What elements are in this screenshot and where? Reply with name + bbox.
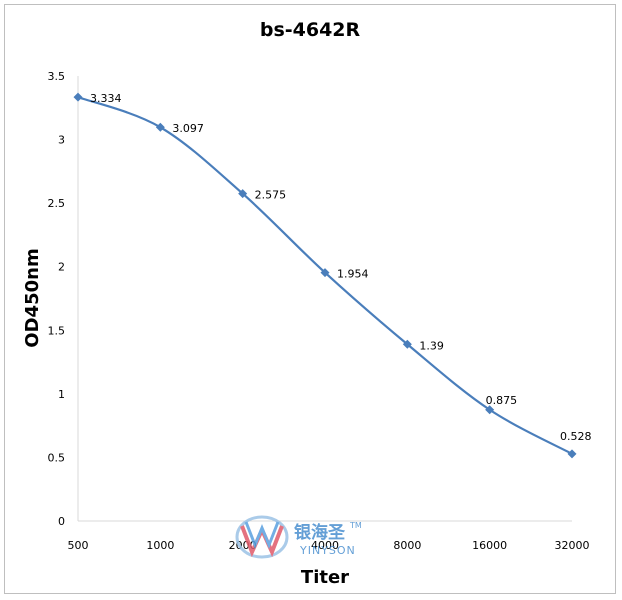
x-tick-label: 8000 <box>393 539 421 552</box>
y-tick-label: 2.5 <box>48 197 66 210</box>
data-label: 2.575 <box>255 189 287 202</box>
data-point-marker <box>320 268 330 278</box>
data-point-marker <box>402 339 412 349</box>
y-tick-label: 0.5 <box>48 451 66 464</box>
x-tick-label: 32000 <box>555 539 590 552</box>
watermark-chinese-text: 银海圣 <box>294 522 346 543</box>
data-label: 3.097 <box>172 122 204 135</box>
x-tick-label: 1000 <box>146 539 174 552</box>
chart-title: bs-4642R <box>260 19 361 41</box>
data-label: 3.334 <box>90 92 122 105</box>
data-label: 0.875 <box>486 394 517 407</box>
y-axis-title: OD450nm <box>22 248 43 347</box>
watermark-trademark: TM <box>349 521 362 530</box>
y-tick-labels: 0 0.5 1 1.5 2 2.5 3 3.5 <box>48 70 66 528</box>
x-tick-label: 16000 <box>472 539 507 552</box>
data-label: 1.39 <box>419 339 444 352</box>
x-tick-label: 4000 <box>311 539 339 552</box>
x-axis-title: Titer <box>301 567 349 588</box>
data-point-marker <box>155 122 165 132</box>
y-tick-label: 1.5 <box>48 324 66 337</box>
y-tick-label: 3 <box>58 134 65 147</box>
y-tick-label: 1 <box>58 388 65 401</box>
chart-frame <box>4 4 616 594</box>
data-label: 1.954 <box>337 268 369 281</box>
data-label: 0.528 <box>560 430 592 443</box>
yinyson-watermark: 银海圣 TM YINYSON <box>235 515 362 559</box>
data-point-marker <box>567 449 577 459</box>
y-tick-label: 2 <box>58 261 65 274</box>
series-markers <box>73 92 577 459</box>
y-tick-label: 3.5 <box>48 70 66 83</box>
data-point-marker <box>485 405 495 415</box>
yinyson-logo-icon <box>235 515 289 559</box>
watermark-english-text: YINYSON <box>299 544 356 557</box>
data-point-marker <box>238 189 248 199</box>
y-tick-label: 0 <box>58 515 65 528</box>
data-point-marker <box>73 92 83 102</box>
x-tick-label: 500 <box>68 539 89 552</box>
data-labels: 3.334 3.097 2.575 1.954 1.39 0.875 0.528 <box>90 92 592 443</box>
